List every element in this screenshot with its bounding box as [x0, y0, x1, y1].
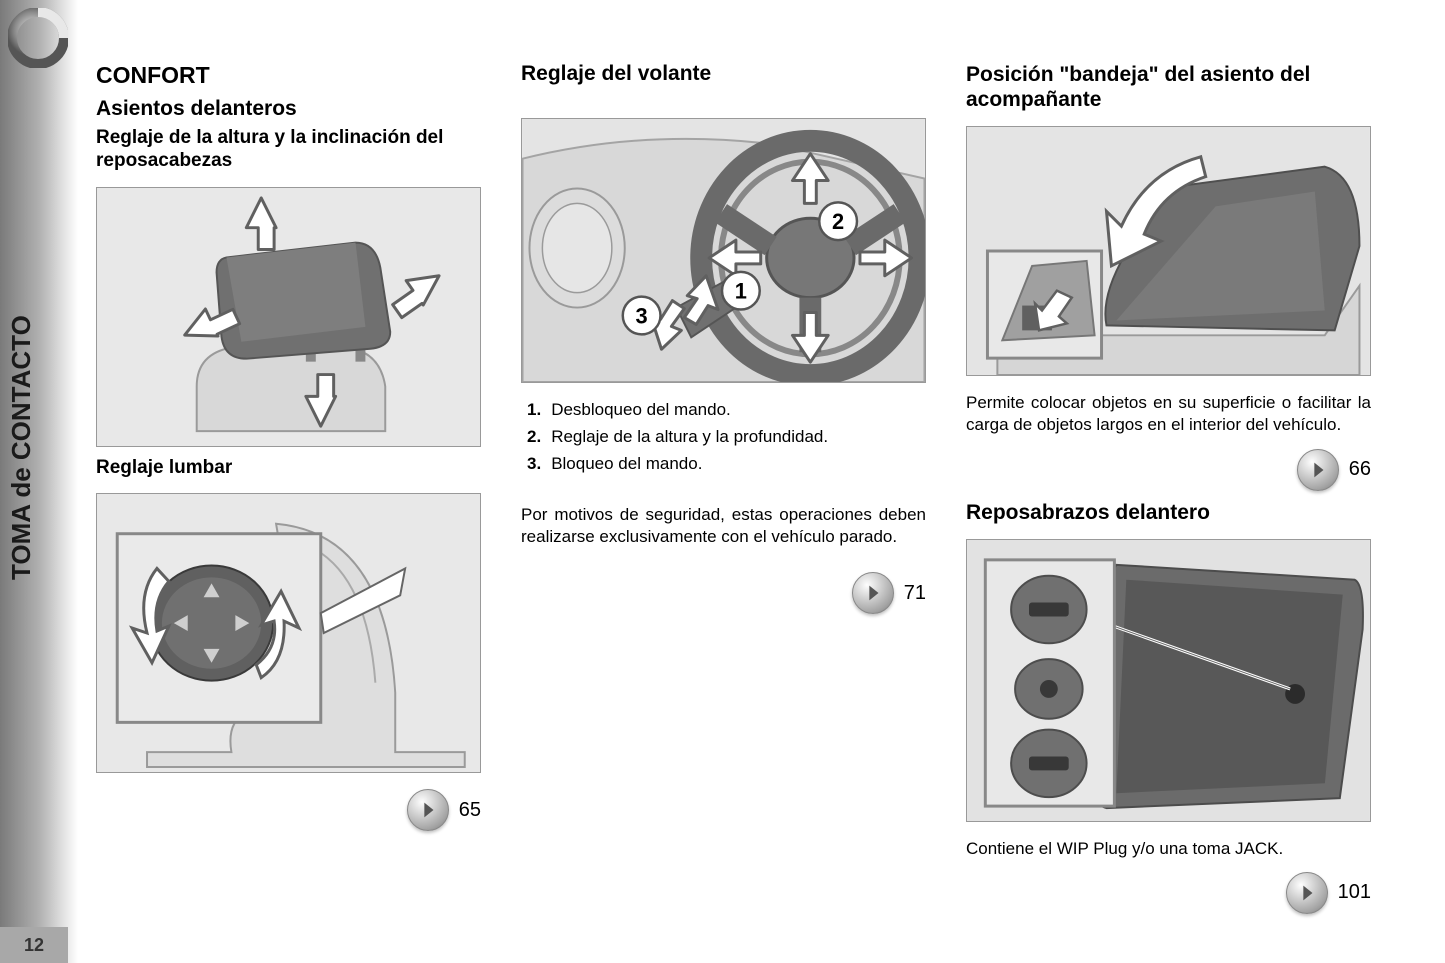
- page-ref-65: 65: [96, 789, 481, 831]
- list-item: 3.Bloqueo del mando.: [527, 453, 926, 476]
- bandeja-text: Permite colocar objetos en su superficie…: [966, 392, 1371, 436]
- heading-reposabrazos: Reposabrazos delantero: [966, 501, 1371, 525]
- heading-reglaje-volante: Reglaje del volante: [521, 62, 926, 86]
- heading-asientos: Asientos delanteros: [96, 97, 481, 121]
- content-area: CONFORT Asientos delanteros Reglaje de l…: [96, 62, 1416, 924]
- armrest-text: Contiene el WIP Plug y/o una toma JACK.: [966, 838, 1371, 860]
- page-number: 12: [0, 927, 68, 963]
- page-ref-66: 66: [966, 449, 1371, 491]
- column-passenger: Posición "bandeja" del asiento del acomp…: [966, 62, 1371, 924]
- callout-1: 1: [735, 279, 747, 304]
- figure-armrest: [966, 539, 1371, 822]
- page-ref-101: 101: [966, 872, 1371, 914]
- figure-lumbar: [96, 493, 481, 773]
- heading-confort: CONFORT: [96, 62, 481, 89]
- heading-reglaje-lumbar: Reglaje lumbar: [96, 457, 481, 480]
- pageref-button[interactable]: [407, 789, 449, 831]
- figure-steering: 1 2 3: [521, 118, 926, 383]
- pageref-button[interactable]: [852, 572, 894, 614]
- column-steering: Reglaje del volante: [521, 62, 926, 924]
- pageref-number: 101: [1338, 881, 1371, 904]
- pageref-button[interactable]: [1297, 449, 1339, 491]
- callout-3: 3: [636, 303, 648, 328]
- list-item: 1.Desbloqueo del mando.: [527, 399, 926, 422]
- side-section-label: TOMA de CONTACTO: [6, 315, 37, 580]
- column-comfort: CONFORT Asientos delanteros Reglaje de l…: [96, 62, 481, 924]
- heading-reglaje-altura: Reglaje de la altura y la inclinación de…: [96, 127, 481, 173]
- steering-steps-list: 1.Desbloqueo del mando. 2.Reglaje de la …: [527, 399, 926, 480]
- safety-note: Por motivos de seguridad, estas operacio…: [521, 504, 926, 548]
- pageref-number: 71: [904, 582, 926, 605]
- pageref-button[interactable]: [1286, 872, 1328, 914]
- callout-2: 2: [832, 209, 844, 234]
- ring-logo-icon: [8, 8, 68, 68]
- pageref-number: 66: [1349, 458, 1371, 481]
- figure-headrest: [96, 187, 481, 447]
- page-ref-71: 71: [521, 572, 926, 614]
- heading-bandeja: Posición "bandeja" del asiento del acomp…: [966, 62, 1371, 112]
- list-item: 2.Reglaje de la altura y la profundidad.: [527, 426, 926, 449]
- pageref-number: 65: [459, 799, 481, 822]
- figure-seat-fold: [966, 126, 1371, 376]
